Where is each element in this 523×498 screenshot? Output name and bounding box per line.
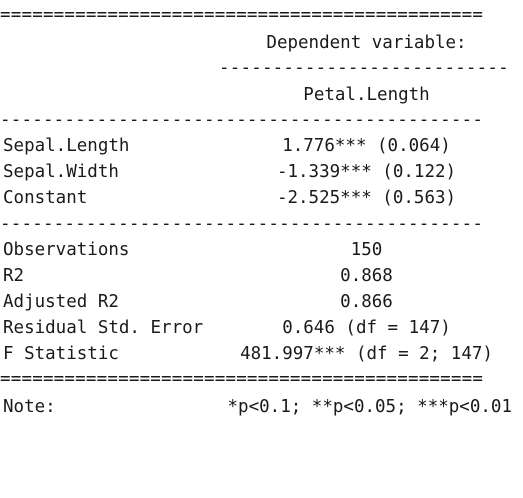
- dependent-variable-name: Petal.Length: [303, 85, 430, 105]
- regression-table: ========================================…: [0, 5, 523, 420]
- coef-name: Constant: [3, 188, 88, 208]
- stat-name: Residual Std. Error: [3, 318, 204, 338]
- header-underline-rule: -----------------------------: [219, 58, 511, 78]
- note-row: Note: *p<0.1; **p<0.05; ***p<0.01: [0, 394, 523, 420]
- stat-row: Adjusted R2 0.866: [0, 289, 523, 315]
- coef-row: Sepal.Width -1.339*** (0.122): [0, 159, 523, 185]
- stat-value: 150: [350, 240, 383, 260]
- stat-row: Residual Std. Error 0.646 (df = 147): [0, 315, 523, 341]
- stat-value: 0.868: [340, 266, 393, 286]
- coef-value: 1.776*** (0.064): [282, 136, 451, 156]
- stat-row: Observations 150: [0, 237, 523, 263]
- dependent-var-row: Petal.Length: [0, 82, 523, 108]
- stat-row: F Statistic 481.997*** (df = 2; 147): [0, 341, 523, 367]
- stat-name: Observations: [3, 240, 130, 260]
- coef-row: Sepal.Length 1.776*** (0.064): [0, 133, 523, 159]
- significance-note: *p<0.1; **p<0.05; ***p<0.01: [227, 397, 512, 417]
- stat-value: 0.866: [340, 292, 393, 312]
- stat-value: 481.997*** (df = 2; 147): [240, 344, 493, 364]
- stat-name: R2: [3, 266, 25, 286]
- coef-value: -1.339*** (0.122): [276, 162, 457, 182]
- stat-row: R2 0.868: [0, 263, 523, 289]
- coef-name: Sepal.Length: [3, 136, 130, 156]
- coef-value: -2.525*** (0.563): [276, 188, 457, 208]
- coef-bottom-rule: ----------------------------------------…: [0, 214, 484, 234]
- header-caption-row: Dependent variable:: [0, 30, 523, 56]
- stat-value: 0.646 (df = 147): [282, 318, 451, 338]
- coef-name: Sepal.Width: [3, 162, 119, 182]
- stat-name: F Statistic: [3, 344, 119, 364]
- coef-row: Constant -2.525*** (0.563): [0, 185, 523, 211]
- header-bottom-rule: ----------------------------------------…: [0, 110, 484, 130]
- bottom-double-rule: ========================================…: [0, 369, 484, 389]
- top-double-rule: ========================================…: [0, 5, 484, 25]
- stat-name: Adjusted R2: [3, 292, 119, 312]
- note-label: Note:: [3, 397, 56, 417]
- dependent-variable-caption: Dependent variable:: [266, 33, 467, 53]
